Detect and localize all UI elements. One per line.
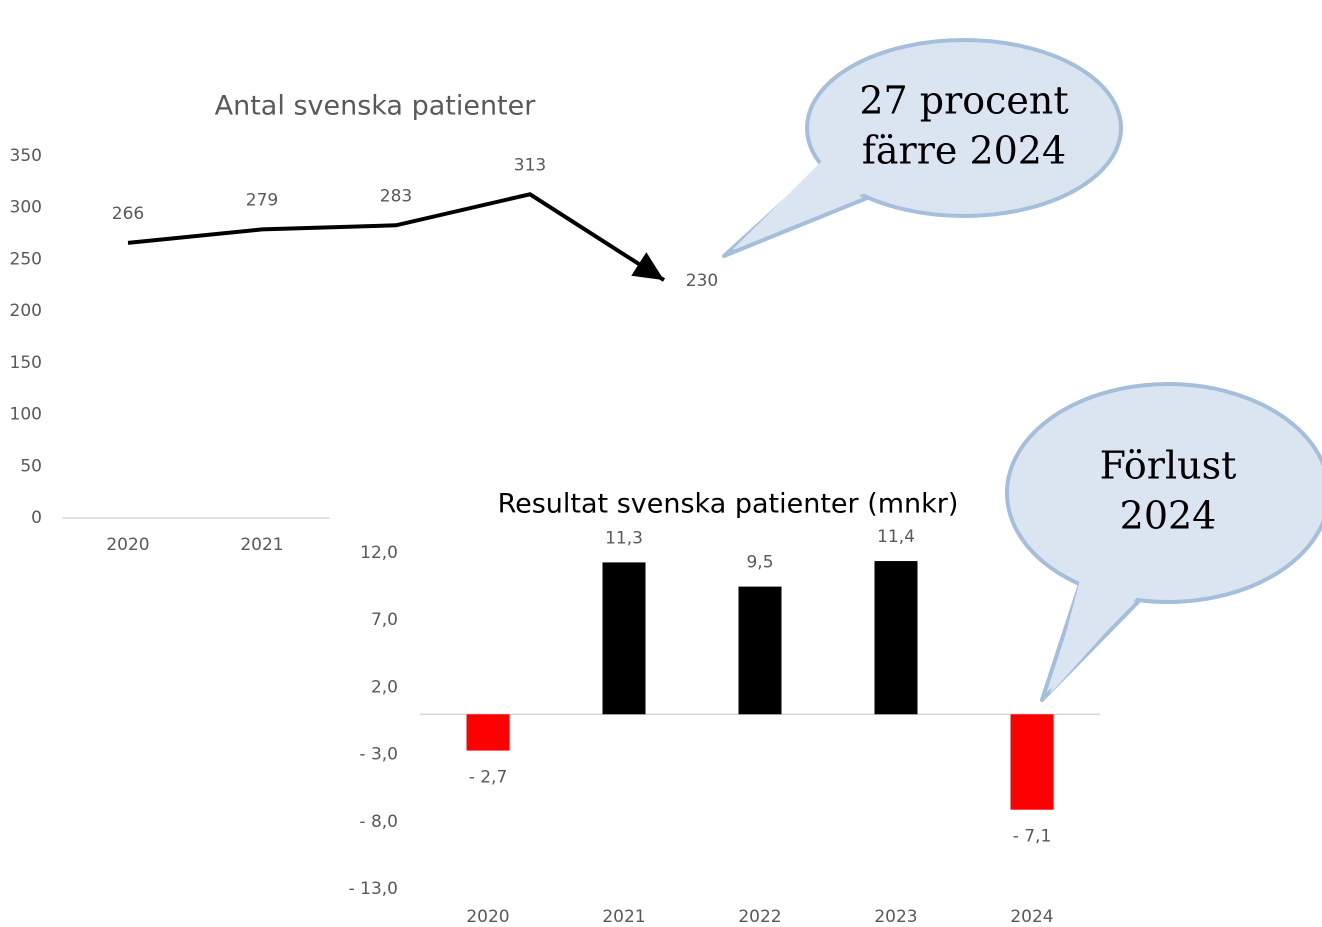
data-label: 313 (514, 155, 546, 175)
callout-join (1050, 572, 1142, 694)
y-tick-label: 350 (10, 146, 42, 166)
data-label: 279 (246, 190, 278, 210)
y-tick-label: 7,0 (371, 610, 398, 630)
chart-title: Antal svenska patienter (215, 91, 537, 122)
data-label: 11,4 (877, 527, 915, 547)
x-tick-label: 2020 (106, 535, 149, 555)
callout-bubble (805, 38, 1123, 218)
data-label: - 2,7 (469, 768, 508, 788)
chart-title: Resultat svenska patienter (mnkr) (498, 489, 959, 520)
bar (738, 586, 782, 715)
y-tick-label: 200 (10, 301, 42, 321)
x-tick-label: 2024 (1010, 907, 1053, 927)
callout-text: Förlust (1100, 444, 1237, 488)
callout-bubble (1005, 382, 1322, 604)
line (127, 192, 666, 282)
y-tick-label: 12,0 (360, 543, 398, 563)
bar (466, 714, 510, 751)
data-label: 9,5 (746, 553, 773, 573)
x-tick-label: 2022 (738, 907, 781, 927)
data-label: 283 (380, 186, 412, 206)
y-tick-label: 0 (31, 508, 42, 528)
data-label: - 7,1 (1013, 827, 1052, 847)
callout: 27 procent färre 2024 (722, 38, 1123, 258)
data-label: 230 (686, 271, 718, 291)
y-tick-label: - 3,0 (359, 745, 398, 765)
y-tick-label: 250 (10, 249, 42, 269)
x-tick-label: 2020 (466, 907, 509, 927)
y-tick-label: 50 (20, 456, 42, 476)
bar (602, 562, 646, 715)
y-tick-label: 150 (10, 353, 42, 373)
bar (874, 561, 918, 715)
y-tick-label: 2,0 (371, 677, 398, 697)
data-label: 266 (112, 204, 144, 224)
callout: Förlust 2024 (1005, 382, 1322, 702)
callout-text: färre 2024 (862, 129, 1066, 173)
y-tick-label: - 8,0 (359, 812, 398, 832)
y-tick-label: 300 (10, 198, 42, 218)
callout-join (732, 157, 872, 250)
x-tick-label: 2023 (874, 907, 917, 927)
callout-text: 27 procent (859, 79, 1068, 123)
x-tick-label: 2021 (240, 535, 283, 555)
y-tick-label: 100 (10, 405, 42, 425)
y-tick-label: - 13,0 (349, 879, 398, 899)
data-label: 11,3 (605, 528, 643, 548)
x-tick-label: 2021 (602, 907, 645, 927)
callout-text: 2024 (1120, 494, 1217, 538)
bar (1010, 714, 1054, 810)
